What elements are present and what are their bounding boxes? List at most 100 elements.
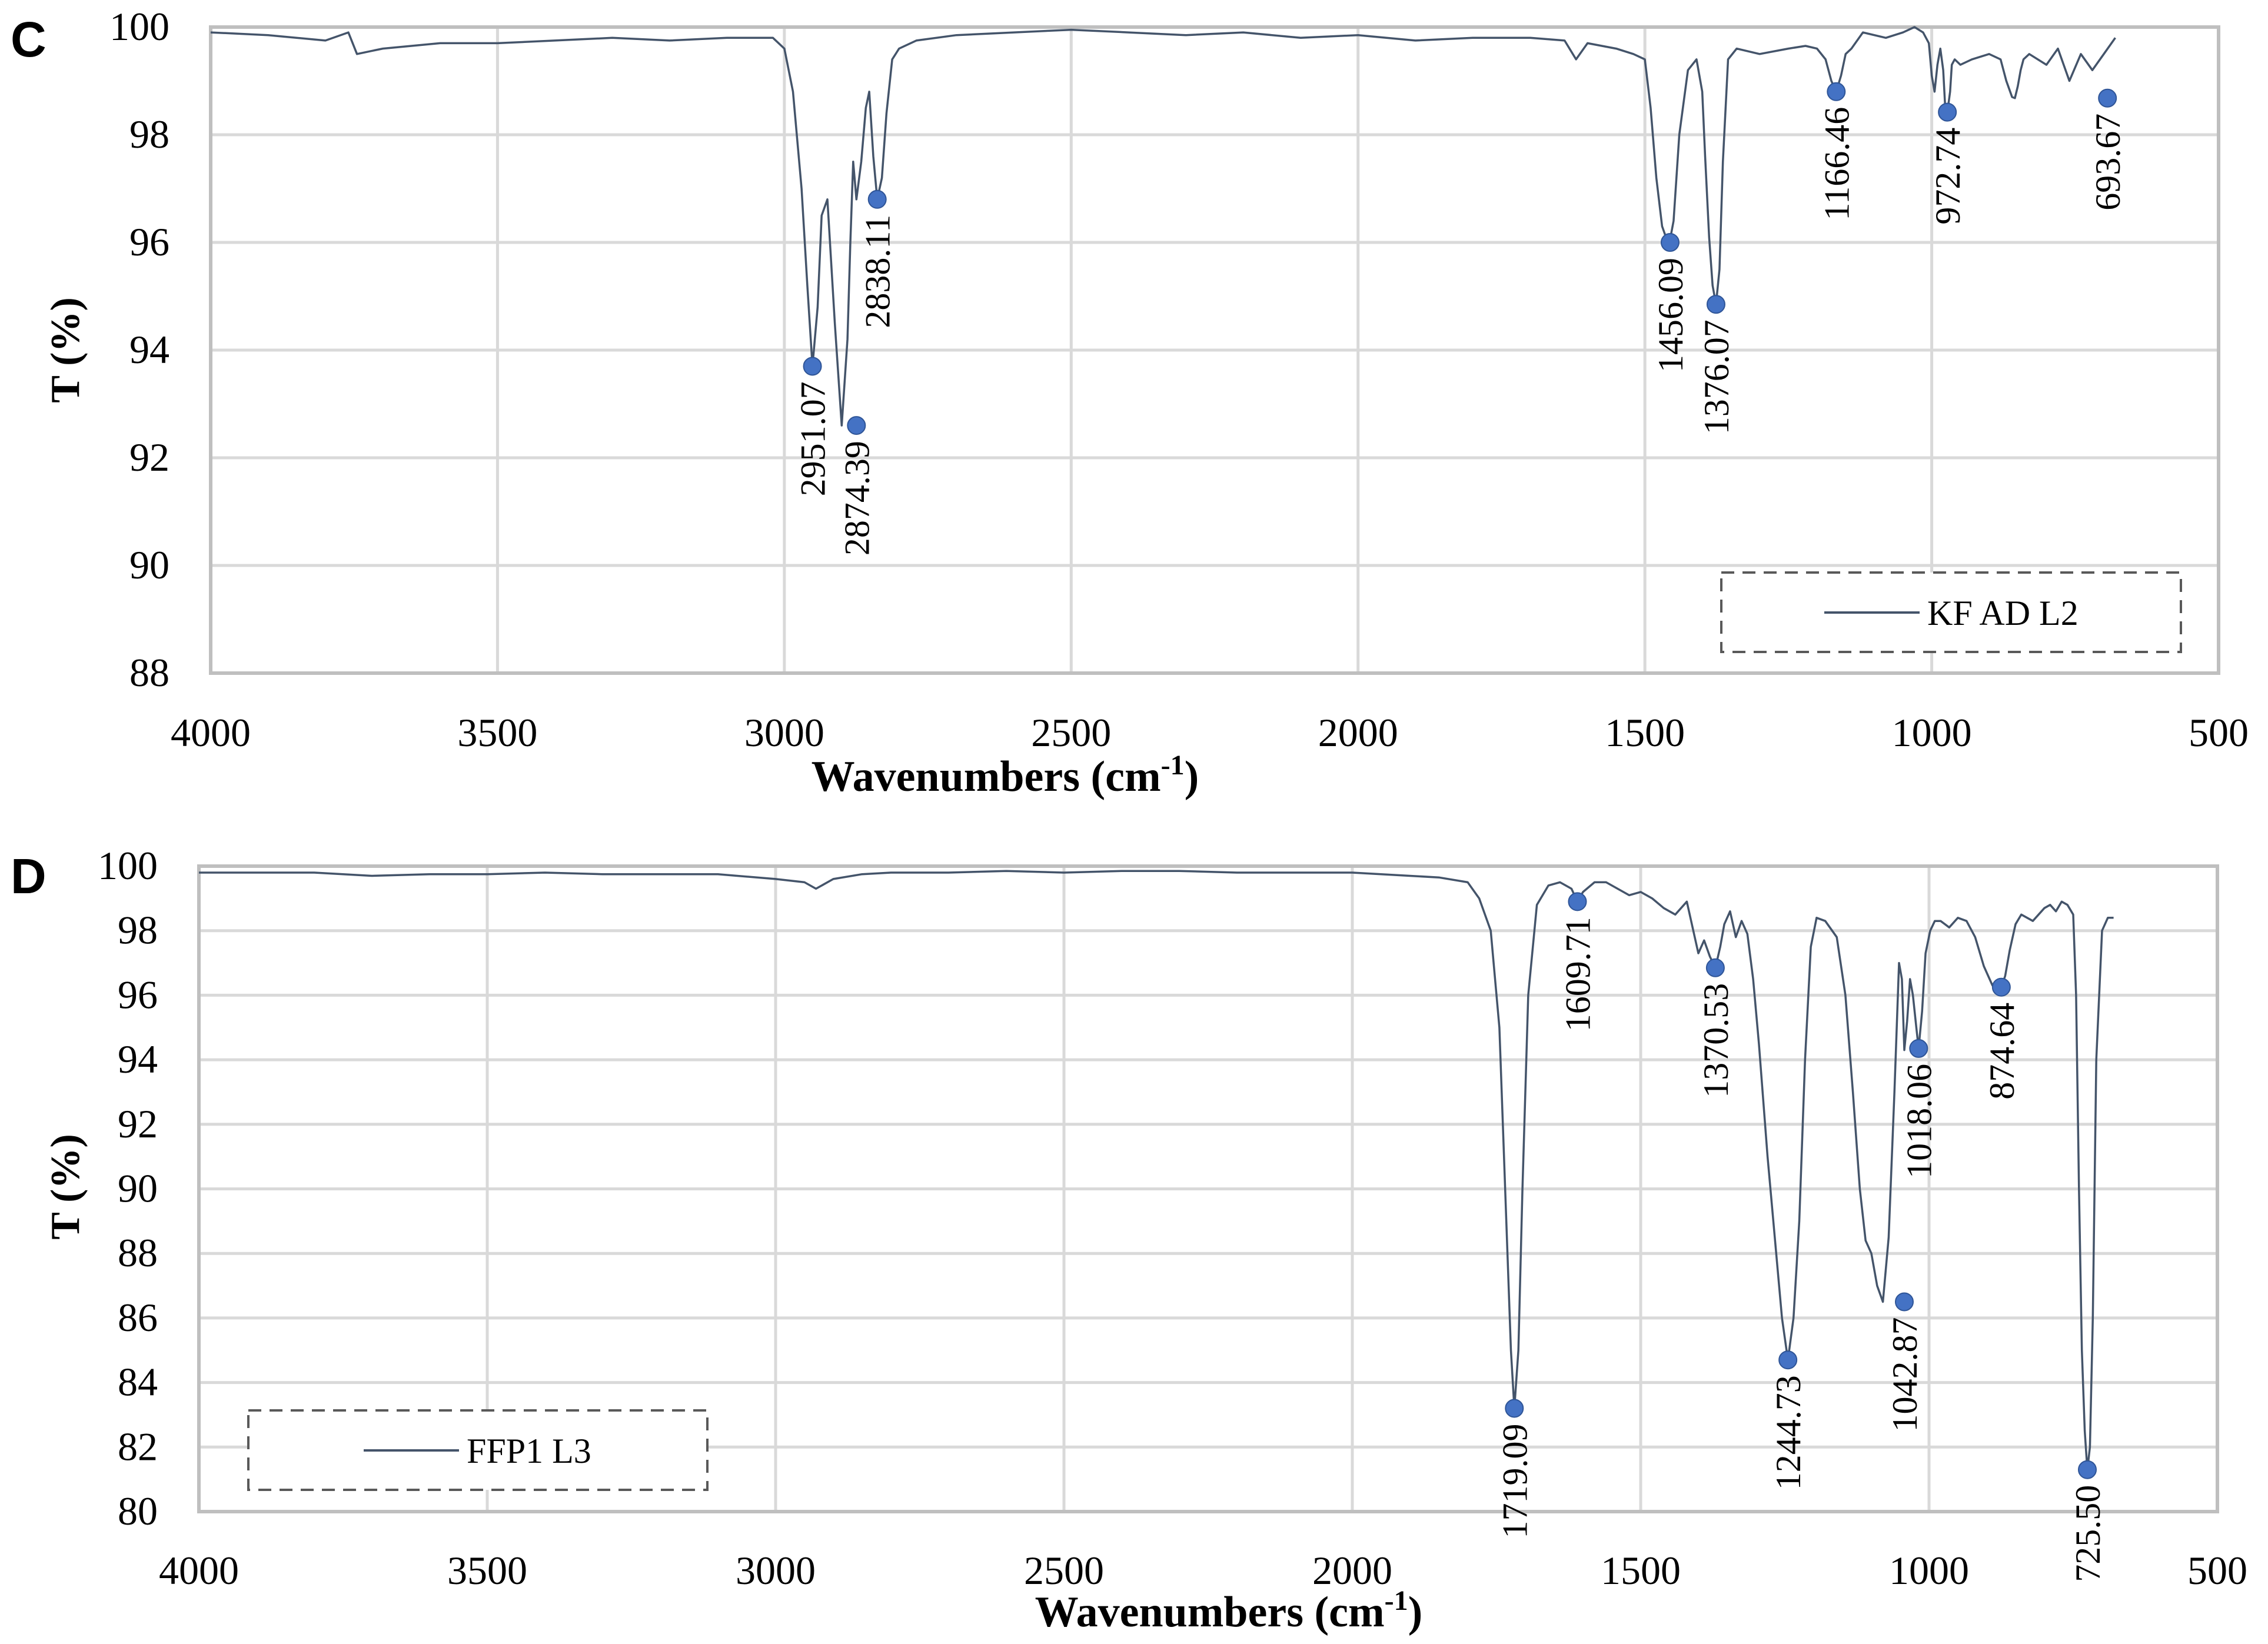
panel-c-peak-marker <box>847 416 866 435</box>
panel-c-peak-marker <box>1827 82 1846 101</box>
panel-c-y-tick-label: 94 <box>129 327 169 372</box>
panel-d-y-tick-label: 98 <box>118 908 158 953</box>
panel-d-x-tick-label: 2000 <box>1312 1548 1392 1593</box>
panel-d-peak-markers <box>1505 892 2097 1479</box>
panel-d-x-tick-label: 4000 <box>159 1548 239 1593</box>
panel-c-legend-box <box>1720 571 2182 653</box>
panel-c-peak-label: 2838.11 <box>859 215 897 328</box>
panel-c: C 88 90 92 94 96 98 100 4000 3500 3000 2500 2000 15… <box>11 4 2249 801</box>
panel-d-y-tick-labels: 80 82 84 86 88 90 92 94 96 98 100 <box>98 843 158 1533</box>
panel-c-y-tick-label: 98 <box>129 112 169 157</box>
panel-d-x-tick-label: 1500 <box>1601 1548 1681 1593</box>
panel-d-peak-label: 1609.71 <box>1559 917 1598 1031</box>
panel-d-x-axis-label-sup: -1 <box>1385 1585 1408 1616</box>
panel-d-y-tick-label: 92 <box>118 1101 158 1146</box>
panel-d-y-tick-label: 94 <box>118 1037 158 1081</box>
panel-c-y-tick-label: 100 <box>109 4 169 49</box>
panel-d-x-tick-labels: 4000 3500 3000 2500 2000 1500 1000 500 <box>159 1548 2247 1593</box>
panel-c-y-tick-label: 92 <box>129 435 169 480</box>
panel-d-peak-marker <box>1568 892 1587 911</box>
panel-c-x-tick-label: 4000 <box>171 710 251 755</box>
panel-d-peak-label: 874.64 <box>1983 1003 2021 1100</box>
panel-d-peak-marker <box>2078 1460 2097 1479</box>
panel-d-x-axis-label-main: Wavenumbers (cm <box>1035 1588 1385 1636</box>
panel-d-y-tick-label: 88 <box>118 1230 158 1275</box>
panel-c-x-tick-label: 1000 <box>1892 710 1972 755</box>
panel-c-peak-label: 2951.07 <box>794 381 833 496</box>
panel-c-x-tick-label: 3000 <box>744 710 824 755</box>
panel-d-legend-box <box>247 1409 709 1491</box>
panel-c-x-tick-label: 1500 <box>1605 710 1685 755</box>
panel-d-spectrum-line <box>199 870 2114 1471</box>
panel-d-peak-label: 1719.09 <box>1495 1424 1534 1539</box>
panel-d-peak-label: 1042.87 <box>1885 1317 1924 1432</box>
panel-c-legend-label: KF AD L2 <box>1927 594 2079 633</box>
panel-c-x-tick-label: 2000 <box>1318 710 1398 755</box>
panel-d-peak-label: 725.50 <box>2069 1485 2107 1582</box>
panel-d-x-axis-label-close: ) <box>1408 1588 1423 1636</box>
panel-c-x-tick-label: 500 <box>2189 710 2249 755</box>
panel-d-legend-label: FFP1 L3 <box>467 1432 591 1470</box>
panel-c-peak-label: 1456.09 <box>1651 258 1690 372</box>
panel-c-x-axis-label-main: Wavenumbers (cm <box>812 753 1161 801</box>
panel-d-legend: FFP1 L3 <box>247 1409 709 1491</box>
panel-d-x-tick-label: 2500 <box>1024 1548 1104 1593</box>
panel-c-x-tick-label: 2500 <box>1031 710 1111 755</box>
panel-c-y-tick-labels: 88 90 92 94 96 98 100 <box>109 4 169 695</box>
panel-c-plot-area <box>209 25 2220 675</box>
panel-d-x-tick-label: 3500 <box>447 1548 527 1593</box>
panel-c-y-tick-label: 90 <box>129 543 169 587</box>
panel-d-plot-area <box>197 864 2219 1513</box>
panel-d-letter: D <box>11 848 46 904</box>
panel-d-y-tick-label: 82 <box>118 1424 158 1469</box>
panel-d-peak-marker <box>1991 977 2011 997</box>
panel-d-y-tick-label: 100 <box>98 843 158 888</box>
panel-d-peak-marker <box>1894 1292 1914 1312</box>
panel-c-peak-label: 972.74 <box>1928 128 1967 225</box>
panel-c-peak-marker <box>2098 88 2117 108</box>
panel-d-y-axis-label: T (%) <box>43 1134 88 1240</box>
panel-d-peak-marker <box>1778 1350 1798 1370</box>
panel-d-peak-marker <box>1505 1399 1524 1418</box>
panel-c-peak-marker <box>803 357 822 376</box>
panel-c-x-axis-label-sup: -1 <box>1161 750 1185 781</box>
panel-d-peak-marker <box>1909 1039 1928 1058</box>
panel-c-legend: KF AD L2 <box>1720 571 2182 653</box>
panel-d-y-tick-label: 90 <box>118 1166 158 1211</box>
panel-c-peak-marker <box>1706 295 1725 314</box>
panel-c-x-axis-label-close: ) <box>1185 753 1199 801</box>
panel-c-peak-markers <box>803 82 2117 435</box>
panel-d-peak-label: 1018.06 <box>1900 1064 1938 1179</box>
panel-c-peak-marker <box>867 189 887 209</box>
panel-d-y-tick-label: 80 <box>118 1489 158 1533</box>
panel-c-y-axis-label: T (%) <box>43 297 88 403</box>
panel-c-y-tick-label: 88 <box>129 650 169 695</box>
panel-d-x-tick-label: 1000 <box>1889 1548 1969 1593</box>
panel-d-gridlines <box>199 866 2217 1512</box>
panel-d-peak-marker <box>1705 958 1725 977</box>
panel-c-peak-marker <box>1938 102 1957 122</box>
panel-d: D 80 82 84 86 88 90 92 94 96 98 100 4000 3500 3000 25… <box>11 843 2247 1636</box>
panel-d-x-tick-label: 500 <box>2187 1548 2247 1593</box>
panel-d-y-tick-label: 86 <box>118 1295 158 1340</box>
panel-c-gridlines <box>211 27 2219 673</box>
panel-c-peak-label: 1166.46 <box>1817 107 1856 221</box>
panel-d-peak-label: 1244.73 <box>1769 1375 1808 1490</box>
panel-c-peak-label: 693.67 <box>2089 114 2127 211</box>
panel-c-x-tick-labels: 4000 3500 3000 2500 2000 1500 1000 500 <box>171 710 2249 755</box>
panel-d-peak-labels: 1719.09 1609.71 1370.53 1244.73 1042.87 1018.… <box>1495 917 2107 1582</box>
panel-d-peak-label: 1370.53 <box>1697 983 1735 1098</box>
panel-d-y-tick-label: 84 <box>118 1360 158 1405</box>
panel-d-x-axis-label: Wavenumbers (cm-1) <box>1035 1585 1423 1636</box>
panel-c-letter: C <box>11 12 46 67</box>
panel-d-x-tick-label: 3000 <box>736 1548 816 1593</box>
panel-c-x-axis-label: Wavenumbers (cm-1) <box>812 750 1199 801</box>
panel-c-peak-label: 2874.39 <box>837 441 876 555</box>
panel-d-y-tick-label: 96 <box>118 972 158 1017</box>
panel-c-peak-label: 1376.07 <box>1697 320 1736 434</box>
panel-c-x-tick-label: 3500 <box>457 710 537 755</box>
panel-c-y-tick-label: 96 <box>129 219 169 264</box>
